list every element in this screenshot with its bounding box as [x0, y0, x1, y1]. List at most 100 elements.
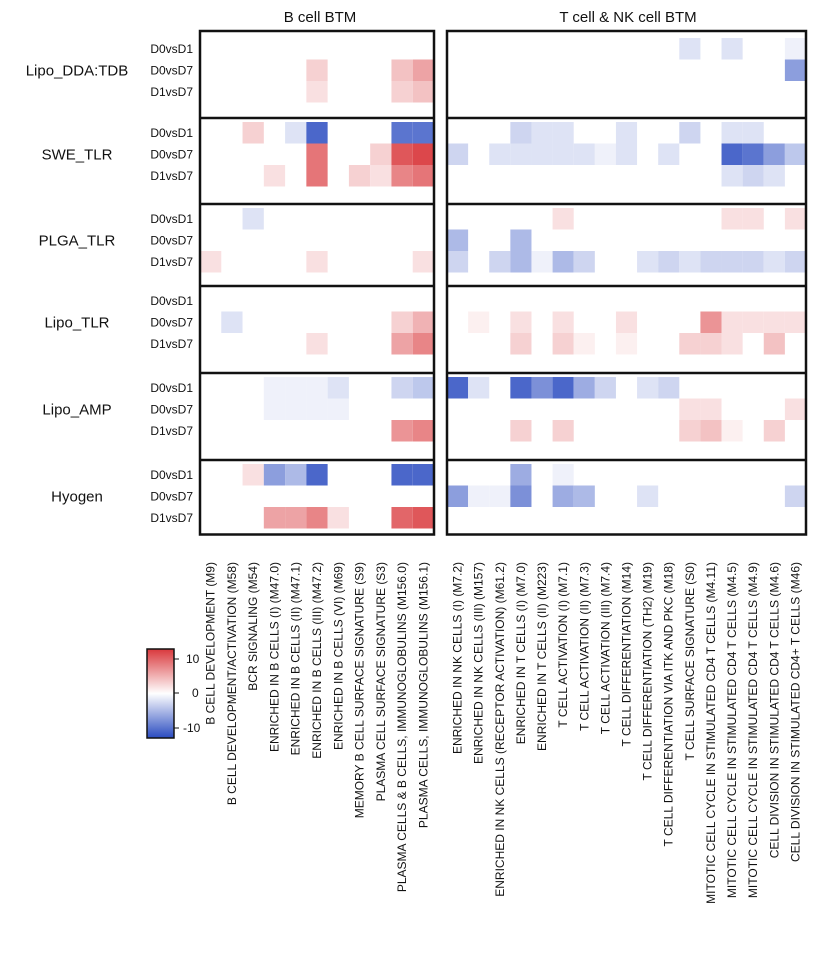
t-cell-heatmap-cell — [552, 377, 574, 399]
t-cell-heatmap-cell — [721, 38, 743, 60]
group-label: Lipo_AMP — [42, 401, 111, 418]
b-cell-heatmap-cell — [263, 464, 286, 486]
b-cell-heatmap-cell — [285, 398, 307, 420]
t-cell-heatmap-cell — [763, 420, 785, 442]
t-cell-heatmap-cell — [658, 143, 680, 165]
t-cell-heatmap-cell — [489, 143, 511, 165]
b-cell-heatmap-cell — [306, 143, 328, 165]
t-cell-heatmap-cell — [742, 208, 764, 230]
comparison-label: D1vsD7 — [150, 337, 193, 351]
comparison-label: D0vsD1 — [150, 381, 193, 395]
comparison-label: D0vsD1 — [150, 294, 193, 308]
group-label: SWE_TLR — [42, 146, 113, 163]
comparison-label: D0vsD7 — [150, 489, 193, 503]
b-cell-heatmap-cell — [306, 251, 328, 273]
module-label: PLASMA CELLS, IMMUNOGLOBULINS (M156.1) — [416, 562, 430, 828]
t-cell-heatmap-cell — [679, 333, 701, 355]
comparison-label: D1vsD7 — [150, 255, 193, 269]
comparison-label: D0vsD1 — [150, 126, 193, 140]
comparison-label: D0vsD1 — [150, 468, 193, 482]
t-cell-heatmap-cell — [784, 311, 806, 333]
b-cell-heatmap-cell — [412, 251, 434, 273]
panel-border — [198, 29, 436, 536]
module-label: MITOTIC CELL CYCLE IN STIMULATED CD4 T C… — [746, 562, 760, 898]
t-cell-heatmap-cell — [489, 251, 511, 273]
t-cell-heatmap-cell — [679, 420, 701, 442]
t-cell-heatmap-cell — [447, 251, 469, 273]
t-cell-heatmap-cell — [763, 165, 785, 187]
b-cell-heatmap-cell — [285, 377, 307, 399]
b-cell-heatmap-cell — [242, 464, 264, 486]
module-label: ENRICHED IN B CELLS (VI) (M69) — [331, 562, 345, 750]
t-cell-heatmap-cell — [721, 122, 743, 144]
t-cell-heatmap-cell — [552, 333, 574, 355]
b-cell-heatmap-cell — [391, 420, 413, 442]
t-cell-heatmap-cell — [552, 485, 574, 507]
module-label: T CELL ACTIVATION (I) (M7.1) — [556, 562, 570, 728]
comparison-label: D1vsD7 — [150, 424, 193, 438]
t-cell-heatmap-cell — [510, 122, 532, 144]
t-cell-heatmap-cell — [510, 229, 532, 251]
b-cell-heatmap-cell — [306, 81, 328, 103]
b-cell-heatmap-cell — [263, 165, 286, 187]
comparison-label: D0vsD7 — [150, 233, 193, 247]
t-cell-heatmap-cell — [447, 377, 469, 399]
t-cell-heatmap-cell — [573, 251, 595, 273]
t-cell-heatmap-cell — [552, 251, 574, 273]
t-cell-heatmap-cell — [552, 143, 574, 165]
t-cell-heatmap-cell — [742, 143, 764, 165]
t-cell-heatmap-cell — [679, 38, 701, 60]
t-cell-heatmap-cell — [700, 251, 722, 273]
b-cell-heatmap-cell — [306, 333, 328, 355]
b-cell-heatmap-cell — [285, 122, 307, 144]
b-cell-heatmap-cell — [412, 333, 434, 355]
comparison-label: D0vsD7 — [150, 402, 193, 416]
t-cell-heatmap-cell — [784, 398, 806, 420]
t-cell-heatmap-cell — [700, 398, 722, 420]
t-cell-heatmap-cell — [531, 122, 553, 144]
group-label: Lipo_DDA:TDB — [26, 62, 129, 79]
b-cell-heatmap-cell — [391, 311, 413, 333]
b-cell-heatmap-cell — [327, 507, 349, 529]
b-cell-heatmap-cell — [306, 398, 328, 420]
t-cell-heatmap-cell — [531, 143, 553, 165]
colorbar-tick-label: -10 — [183, 721, 201, 735]
b-cell-heatmap-cell — [221, 311, 243, 333]
b-cell-heatmap-cell — [412, 377, 434, 399]
b-cell-heatmap-cell — [306, 165, 328, 187]
t-cell-heatmap-cell — [531, 251, 553, 273]
t-cell-heatmap-cell — [700, 311, 722, 333]
comparison-labels: D0vsD1 D0vsD7 D1vsD7 D0vsD1 D0vsD7 D1vsD7 D0vs… — [150, 42, 193, 525]
t-cell-heatmap-cell — [510, 311, 532, 333]
b-cell-heatmap-cell — [391, 464, 413, 486]
module-label: ENRICHED IN NK CELLS (I) (M7.2) — [451, 562, 465, 754]
b-cell-heatmap-cell — [412, 122, 434, 144]
t-cell-heatmap-cell — [594, 377, 616, 399]
t-cell-heatmap-cell — [763, 311, 785, 333]
b-cell-heatmap-cell — [285, 507, 307, 529]
t-cell-heatmap-cell — [763, 333, 785, 355]
panel-borders — [198, 29, 808, 536]
t-cell-heatmap-cell — [510, 377, 532, 399]
b-cell-heatmap-cell — [306, 507, 328, 529]
module-label: ENRICHED IN B CELLS (III) (M47.2) — [310, 562, 324, 759]
t-cell-heatmap-cell — [679, 251, 701, 273]
t-cell-heatmap-cell — [573, 143, 595, 165]
group-labels: Lipo_DDA:TDB SWE_TLR PLGA_TLR Lipo_TLR Lipo_… — [26, 62, 129, 505]
t-cell-heatmap-cell — [721, 420, 743, 442]
t-cell-heatmap-cell — [510, 143, 532, 165]
b-cell-heatmap-cell — [263, 507, 286, 529]
t-cell-heatmap-cell — [742, 251, 764, 273]
t-cell-heatmap-cell — [679, 398, 701, 420]
t-cell-heatmap-cell — [721, 208, 743, 230]
t-cell-heatmap-cell — [721, 143, 743, 165]
t-cell-heatmap-cell — [784, 485, 806, 507]
b-cell-heatmap-cell — [242, 122, 264, 144]
b-cell-heatmap-cell — [370, 165, 392, 187]
module-labels: B CELL DEVELOPMENT (M9) B CELL DEVELOPMEN… — [204, 562, 803, 904]
b-cell-heatmap-cell — [391, 59, 413, 81]
b-cell-heatmap-cell — [391, 507, 413, 529]
b-cell-heatmap-cell — [391, 143, 413, 165]
t-cell-heatmap-cell — [468, 485, 490, 507]
comparison-label: D0vsD7 — [150, 147, 193, 161]
